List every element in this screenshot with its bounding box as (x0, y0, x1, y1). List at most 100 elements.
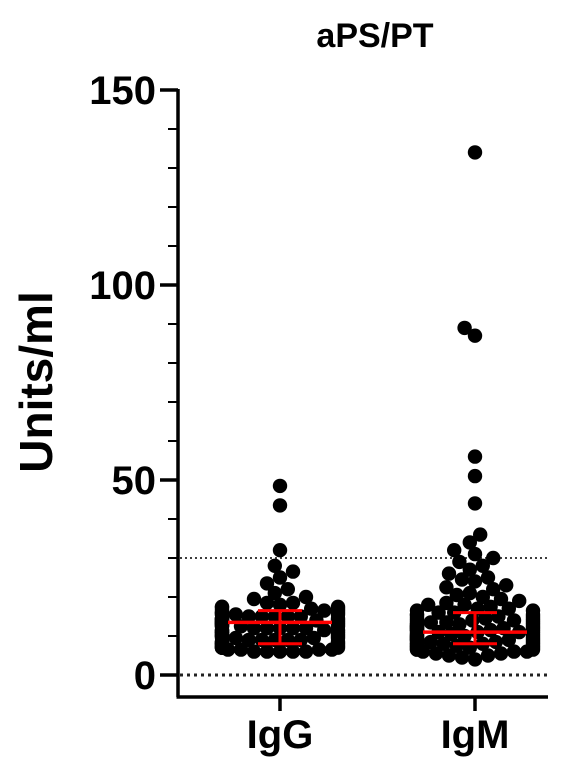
data-point (267, 558, 282, 573)
data-point (228, 630, 243, 646)
data-point (462, 535, 477, 550)
data-point (280, 609, 295, 624)
axes-layer (160, 88, 548, 711)
data-point (272, 597, 288, 612)
data-point (285, 564, 301, 579)
data-point (467, 652, 483, 667)
data-point (467, 468, 483, 484)
data-point (512, 593, 527, 609)
data-point (246, 621, 262, 636)
data-point (454, 650, 470, 665)
data-point (475, 589, 490, 605)
data-point (501, 632, 516, 648)
data-point (483, 599, 498, 614)
tick-labels-layer: 0 50 100 150 IgG IgM (89, 69, 509, 757)
data-point (506, 613, 522, 628)
data-point (467, 449, 483, 464)
x-tick-label: IgM (441, 713, 510, 757)
data-point (259, 644, 275, 659)
data-point (228, 607, 243, 622)
data-point (467, 546, 483, 562)
data-point (493, 646, 509, 661)
data-point (467, 496, 483, 511)
data-point (285, 595, 301, 611)
chart-title: aPS/PT (316, 17, 433, 55)
y-tick-label: 150 (89, 69, 156, 113)
data-point (317, 622, 332, 638)
data-point (285, 644, 301, 659)
data-point (488, 634, 503, 650)
data-point (272, 644, 288, 659)
data-point (467, 328, 483, 343)
y-tick-label: 100 (89, 264, 156, 308)
data-point (441, 566, 457, 581)
x-tick-label: IgG (247, 713, 314, 757)
data-point (311, 642, 327, 657)
data-point (457, 320, 472, 336)
data-point (462, 562, 477, 577)
data-point (449, 587, 464, 603)
data-point (501, 601, 516, 616)
y-tick-label: 0 (134, 654, 156, 698)
data-point (272, 478, 288, 494)
data-point (241, 632, 256, 648)
data-point (449, 638, 464, 653)
data-point (272, 543, 288, 558)
data-point (272, 570, 288, 585)
data-point (439, 580, 454, 595)
y-axis-label: Units/ml (10, 291, 62, 472)
data-point (467, 574, 483, 589)
data-point (454, 572, 470, 587)
data-point (439, 595, 454, 611)
data-point (259, 576, 275, 591)
data-point (447, 543, 462, 558)
data-point (506, 644, 522, 659)
summary-layer (228, 609, 527, 646)
data-point (431, 605, 446, 620)
data-point (421, 597, 436, 612)
data-point (452, 617, 467, 632)
data-point (462, 585, 477, 601)
data-point (525, 603, 541, 618)
data-point (486, 550, 501, 566)
data-point (272, 498, 288, 513)
data-point (428, 646, 444, 661)
data-point (478, 611, 493, 626)
data-point (233, 642, 249, 657)
data-point (285, 621, 301, 636)
data-point (330, 599, 346, 614)
data-point (475, 558, 490, 573)
y-tick-label: 50 (112, 459, 157, 503)
data-point (436, 636, 451, 651)
data-point (423, 615, 438, 630)
data-point (293, 609, 308, 624)
data-point (480, 648, 496, 663)
data-point (246, 644, 262, 659)
points-layer (214, 145, 541, 667)
data-point (452, 554, 467, 570)
data-point (267, 585, 282, 601)
data-point (499, 578, 514, 593)
data-point (480, 570, 496, 585)
data-point (409, 603, 425, 618)
data-point (439, 615, 454, 630)
data-point (298, 589, 314, 605)
data-point (298, 644, 314, 659)
data-point (214, 599, 230, 614)
data-point (267, 609, 282, 624)
data-point (246, 591, 262, 607)
data-point (317, 603, 332, 618)
data-point (259, 595, 275, 611)
data-point (486, 582, 501, 597)
data-point (280, 582, 295, 597)
data-point (298, 621, 314, 636)
data-point (306, 630, 321, 646)
data-point (457, 597, 472, 612)
data-point (493, 591, 509, 607)
data-point (441, 648, 457, 663)
data-point (423, 634, 438, 650)
data-point (473, 527, 488, 542)
data-point (254, 609, 269, 624)
